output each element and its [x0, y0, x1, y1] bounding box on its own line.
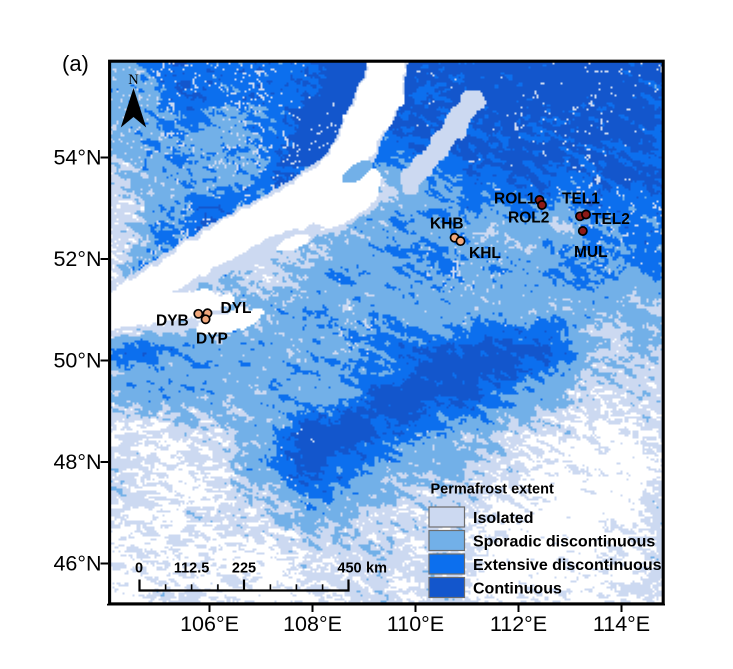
- svg-text:112.5: 112.5: [174, 561, 210, 577]
- svg-text:52°N: 52°N: [53, 247, 101, 271]
- svg-text:110°E: 110°E: [387, 612, 444, 636]
- svg-text:DYB: DYB: [156, 313, 189, 330]
- svg-text:Isolated: Isolated: [473, 510, 533, 527]
- svg-text:(a): (a): [62, 51, 89, 76]
- svg-text:112°E: 112°E: [490, 612, 547, 636]
- svg-text:KHB: KHB: [430, 216, 464, 233]
- svg-text:114°E: 114°E: [593, 612, 650, 636]
- svg-text:0: 0: [135, 561, 143, 577]
- svg-text:Continuous: Continuous: [473, 581, 562, 598]
- svg-text:Permafrost extent: Permafrost extent: [431, 482, 554, 498]
- svg-text:225: 225: [232, 561, 256, 577]
- svg-text:ROL1: ROL1: [494, 191, 536, 208]
- svg-text:50°N: 50°N: [53, 349, 101, 373]
- svg-text:54°N: 54°N: [53, 146, 101, 170]
- svg-text:DYP: DYP: [196, 331, 228, 348]
- svg-text:ROL2: ROL2: [508, 210, 549, 227]
- svg-text:TEL1: TEL1: [562, 191, 600, 208]
- svg-text:km: km: [366, 561, 387, 577]
- svg-text:106°E: 106°E: [180, 612, 239, 636]
- svg-text:48°N: 48°N: [53, 450, 101, 474]
- svg-text:450: 450: [337, 561, 361, 577]
- svg-text:Sporadic discontinuous: Sporadic discontinuous: [473, 534, 655, 551]
- svg-text:46°N: 46°N: [53, 552, 101, 576]
- svg-text:Extensive discontinuous: Extensive discontinuous: [473, 557, 662, 574]
- svg-text:DYL: DYL: [221, 300, 252, 317]
- svg-text:KHL: KHL: [469, 245, 501, 262]
- svg-text:MUL: MUL: [574, 244, 608, 261]
- svg-text:N: N: [128, 72, 139, 88]
- svg-text:108°E: 108°E: [283, 612, 342, 636]
- svg-text:TEL2: TEL2: [592, 211, 630, 228]
